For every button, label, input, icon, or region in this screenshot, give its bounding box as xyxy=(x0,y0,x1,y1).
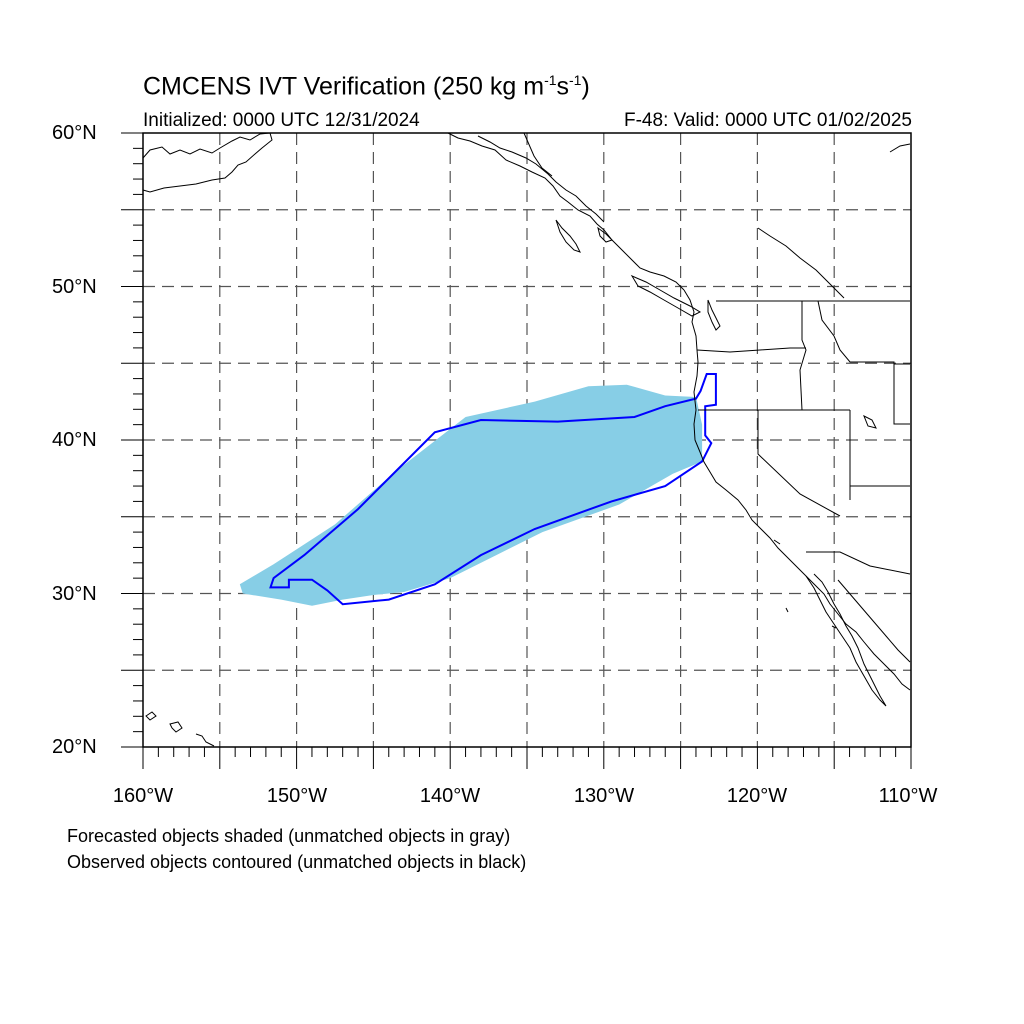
title-unit-s: s xyxy=(556,72,570,101)
vancouver-island xyxy=(630,274,702,317)
coastline-and-borders xyxy=(142,132,911,747)
axis-ticks xyxy=(121,132,912,769)
title-end: ) xyxy=(581,72,590,101)
gulf-of-california-east xyxy=(837,579,911,663)
mexico-border xyxy=(806,551,911,575)
lat-label-30n: 30°N xyxy=(52,583,97,605)
lon-label-110w: 110°W xyxy=(878,785,938,807)
forecast-object-shaded xyxy=(239,384,703,606)
alaska-islands-2 xyxy=(597,226,613,243)
channel-islands xyxy=(773,539,837,629)
title-exponent-1: -1 xyxy=(544,72,557,88)
lon-label-160w: 160°W xyxy=(112,785,174,807)
hawaii-islands xyxy=(145,711,215,747)
lon-label-140w: 140°W xyxy=(419,785,481,807)
legend-note-observed: Observed objects contoured (unmatched ob… xyxy=(67,852,527,872)
lon-label-120w: 120°W xyxy=(726,785,788,807)
great-salt-lake xyxy=(863,414,877,429)
alaska-canada-border xyxy=(523,132,553,177)
lat-label-40n: 40°N xyxy=(52,429,97,451)
alaska-inner-coast xyxy=(477,135,605,223)
title-main: CMCENS IVT Verification (250 kg m xyxy=(143,72,545,101)
canada-interior xyxy=(757,227,845,299)
bc-coast-north xyxy=(889,143,911,153)
valid-time: F-48: Valid: 0000 UTC 01/02/2025 xyxy=(624,110,912,131)
oregon-washington-border xyxy=(696,347,806,353)
baja-california xyxy=(805,573,887,707)
observed-object-contour xyxy=(269,373,717,606)
california-nevada-border xyxy=(757,410,841,517)
west-coast-usa xyxy=(683,289,911,691)
alaska-coastline-north xyxy=(447,132,685,291)
ivt-objects xyxy=(239,373,717,606)
puget-sound xyxy=(707,299,721,331)
lat-label-60n: 60°N xyxy=(52,122,97,144)
legend-note-forecast: Forecasted objects shaded (unmatched obj… xyxy=(67,826,511,846)
lon-label-130w: 130°W xyxy=(573,785,635,807)
montana-border xyxy=(817,300,910,425)
alaska-coastline xyxy=(142,132,273,193)
lat-label-50n: 50°N xyxy=(52,276,97,298)
chart-title: CMCENS IVT Verification (250 kg m-1s-1) xyxy=(143,72,590,101)
idaho-border xyxy=(799,301,807,411)
title-exponent-2: -1 xyxy=(569,72,582,88)
initialized-time: Initialized: 0000 UTC 12/31/2024 xyxy=(143,110,420,131)
lat-label-20n: 20°N xyxy=(52,736,97,758)
lon-label-150w: 150°W xyxy=(266,785,328,807)
alaska-islands xyxy=(555,219,581,253)
